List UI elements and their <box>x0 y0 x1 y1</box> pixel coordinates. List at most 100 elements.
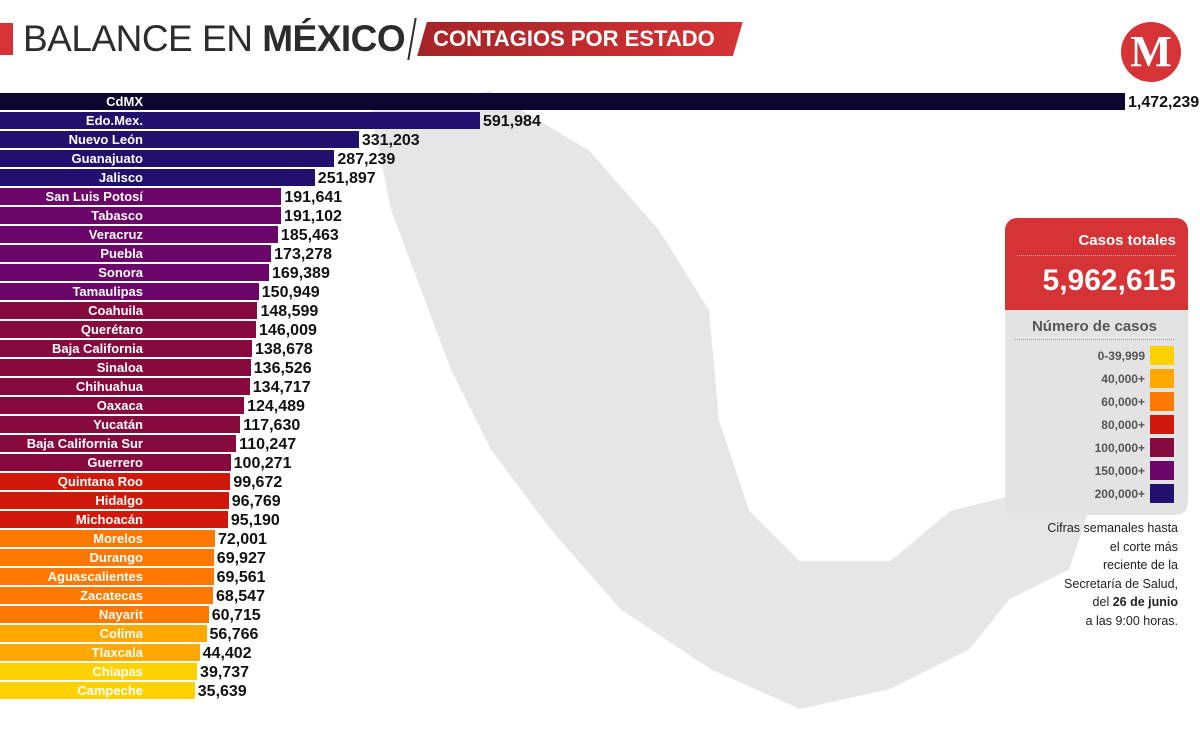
bar <box>0 340 252 357</box>
header: BALANCE EN MÉXICO CONTAGIOS POR ESTADO <box>0 18 743 60</box>
subtitle-banner: CONTAGIOS POR ESTADO <box>417 22 743 56</box>
bar <box>0 283 259 300</box>
bar <box>0 397 245 414</box>
bar <box>0 131 359 148</box>
footnote-line: el corte más <box>1109 539 1178 554</box>
bar-value-label: 146,009 <box>259 322 317 339</box>
bar-value-label: 35,639 <box>197 683 247 700</box>
page-title: BALANCE EN MÉXICO <box>23 18 406 60</box>
legend-label: 150,000+ <box>1094 463 1145 478</box>
footnote-line: reciente de la <box>1102 558 1178 572</box>
mexico-map-background <box>368 90 1092 712</box>
bar <box>0 644 200 661</box>
bar-category-label: CdMX <box>106 94 143 109</box>
total-value: 5,962,615 <box>1042 264 1176 297</box>
bar-value-label: 287,239 <box>337 151 396 168</box>
bar-category-label: Tlaxcala <box>91 645 143 660</box>
bar <box>0 150 335 167</box>
legend-swatch <box>1150 346 1174 365</box>
bar-category-label: Chihuahua <box>75 379 143 394</box>
summary-card: Casos totales 5,962,615 Número de casos … <box>1005 218 1188 515</box>
bar <box>0 359 251 376</box>
bar-category-label: Baja California <box>51 341 143 356</box>
total-box: Casos totales 5,962,615 <box>1005 218 1188 310</box>
bar-value-label: 99,672 <box>233 474 283 491</box>
bar-value-label: 69,561 <box>216 569 266 586</box>
bar-value-label: 191,102 <box>284 208 342 225</box>
bar-category-label: Coahuila <box>88 303 143 318</box>
bar-value-label: 150,949 <box>261 284 320 301</box>
bar <box>0 264 269 281</box>
bar-category-label: Sonora <box>98 265 143 280</box>
bar <box>0 549 214 566</box>
bar-value-label: 251,897 <box>317 170 376 187</box>
divider <box>407 18 417 60</box>
bar-category-label: Michoacán <box>75 512 143 527</box>
milenio-logo: M <box>1121 22 1181 82</box>
bar <box>0 682 195 699</box>
bar <box>0 568 214 585</box>
legend-swatch <box>1150 461 1174 480</box>
bar-value-label: 72,001 <box>217 531 267 548</box>
bar <box>0 207 282 224</box>
bar-category-label: Morelos <box>93 531 143 546</box>
bar-category-label: Nayarit <box>98 607 143 622</box>
bar-value-label: 96,769 <box>231 493 281 510</box>
bar <box>0 93 1125 110</box>
bar-value-label: 1,472,239 <box>1128 94 1200 111</box>
bar-value-label: 69,927 <box>216 550 266 567</box>
legend-item: 0-39,999 <box>1015 344 1174 367</box>
legend-item: 150,000+ <box>1015 459 1174 482</box>
title-bold: MÉXICO <box>262 18 406 59</box>
legend-swatch <box>1150 415 1174 434</box>
bar <box>0 112 480 129</box>
title-light: BALANCE EN <box>23 18 263 59</box>
bar <box>0 435 237 452</box>
footnote-line: Cifras semanales hasta <box>1047 521 1178 535</box>
bar-value-label: 138,678 <box>254 341 313 358</box>
bar-value-label: 136,526 <box>253 360 312 377</box>
legend-swatch <box>1150 392 1174 411</box>
bar <box>0 530 215 547</box>
legend-swatch <box>1150 438 1174 457</box>
bar-category-label: Edo.Mex. <box>85 113 143 128</box>
footnote-line: del 26 de junio <box>1000 593 1178 612</box>
bar-value-label: 591,984 <box>483 113 541 130</box>
bar-category-label: Jalisco <box>98 170 143 185</box>
legend-label: 80,000+ <box>1101 417 1145 432</box>
bar-category-label: Zacatecas <box>80 588 143 603</box>
bar <box>0 321 257 338</box>
footnote: Cifras semanales hasta el corte más reci… <box>1000 519 1178 630</box>
bar-value-label: 124,489 <box>247 398 305 415</box>
bar-category-label: Baja California Sur <box>26 436 143 451</box>
bar-value-label: 169,389 <box>272 265 330 282</box>
bar-category-label: Campeche <box>77 683 143 698</box>
bar-value-label: 134,717 <box>252 379 311 396</box>
bar <box>0 492 229 509</box>
bar <box>0 302 258 319</box>
legend-swatch <box>1150 369 1174 388</box>
bar-category-label: Sinaloa <box>96 360 143 375</box>
bar-category-label: Tabasco <box>91 208 143 223</box>
legend-label: 60,000+ <box>1101 394 1145 409</box>
bar <box>0 473 231 490</box>
bar <box>0 587 214 604</box>
bar-category-label: Nuevo León <box>68 132 143 147</box>
bar-category-label: Aguascalientes <box>47 569 143 584</box>
bar <box>0 454 231 471</box>
legend-item: 100,000+ <box>1015 436 1174 459</box>
bar-category-label: Guerrero <box>87 455 143 470</box>
bar <box>0 606 209 623</box>
bar-value-label: 148,599 <box>260 303 319 320</box>
bar-value-label: 173,278 <box>274 246 332 263</box>
footnote-line: a las 9:00 horas. <box>1085 613 1178 628</box>
red-accent-tab <box>0 23 13 55</box>
bar-value-label: 56,766 <box>209 626 259 643</box>
footnote-line: Secretaría de Salud, <box>1064 576 1178 591</box>
bar-category-label: Querétaro <box>80 322 143 337</box>
bar-value-label: 110,247 <box>239 436 297 453</box>
footnote-text: del <box>1092 595 1113 609</box>
bar-category-label: Guanajuato <box>71 151 143 166</box>
legend: Número de casos 0-39,999 40,000+ 60,000+ 80… <box>1005 310 1188 515</box>
legend-item: 200,000+ <box>1015 482 1174 505</box>
